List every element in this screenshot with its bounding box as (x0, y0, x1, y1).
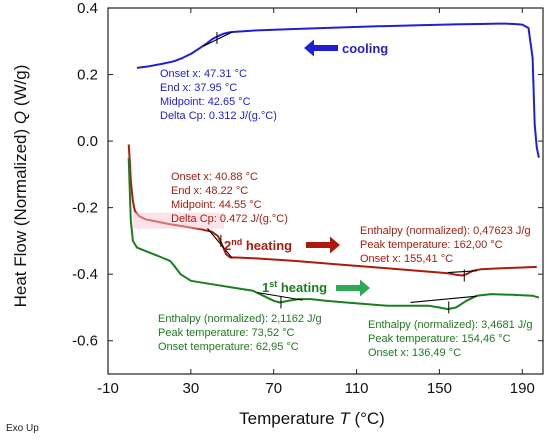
y-tick-label: -0.4 (72, 266, 98, 283)
annotation-line-first_low: Peak temperature: 73,52 °C (158, 327, 295, 339)
first-heating-label-number: 1 (262, 280, 269, 295)
first-heating-curve (127, 157, 540, 311)
y-axis-title: Heat Flow (Normalized) Q (W/g) (11, 65, 30, 308)
x-tick-label: -10 (97, 380, 119, 397)
y-axis-unit: (W/g) (11, 65, 30, 111)
annotation-line-second_tg: Onset x: 40.88 °C (171, 171, 258, 183)
x-axis-unit: (°C) (350, 409, 385, 428)
second-melt-baseline (447, 270, 477, 274)
second-heating-label-number: 2 (224, 238, 231, 253)
first-heating-label-ordinal: st (269, 279, 277, 289)
annotation-line-second_tg: Midpoint: 44.55 °C (171, 199, 262, 211)
second-tg-tangent (207, 227, 233, 259)
first-heating-label-word: heating (277, 280, 327, 295)
cooling-arrow (304, 39, 338, 57)
annotation-line-first_low: Onset temperature: 62,95 °C (158, 341, 299, 353)
x-tick-label: 30 (183, 380, 200, 397)
annotation-line-cooling: Onset x: 47.31 °C (160, 68, 247, 80)
axes: -10 30 70 110 150 190 0.4 0.2 0.0 -0.2 -0.4 -0.6 (72, 0, 544, 397)
annotation-line-first_high: Onset x: 136,49 °C (368, 347, 461, 359)
x-axis-title: Temperature T (°C) (239, 409, 385, 428)
y-axis-symbol: Q (11, 111, 30, 124)
x-tick-label: 110 (345, 380, 369, 397)
y-tick-label: 0.0 (77, 133, 98, 150)
annotation-line-first_high: Peak temperature: 154,46 °C (368, 333, 511, 345)
first-low-baseline (257, 291, 303, 301)
first-heating-arrow (336, 279, 370, 297)
annotation-line-second_tg: End x: 48.22 °C (171, 185, 248, 197)
highlight-band (132, 212, 224, 229)
plot-frame (107, 7, 544, 375)
cooling-label: cooling (342, 41, 388, 56)
second-heating-arrow (306, 236, 340, 254)
x-axis-title-text: Temperature (239, 409, 339, 428)
second-heating-label-word: heating (242, 238, 292, 253)
y-tick-label: 0.4 (77, 0, 98, 17)
annotation-line-second_tg: Delta Cp: 0.472 J/(g.°C) (171, 213, 288, 225)
annotation-line-second_melt: Onset x: 155,41 °C (360, 253, 453, 265)
exo-up-note: Exo Up (6, 423, 39, 434)
y-tick-label: -0.6 (72, 333, 98, 350)
plot-area (127, 22, 540, 314)
annotations: Onset x: 47.31 °C End x: 37.95 °C Midpoint… (158, 39, 532, 359)
cooling-curve (136, 22, 540, 158)
y-axis-title-text: Heat Flow (Normalized) (11, 124, 30, 307)
annotation-line-cooling: Delta Cp: 0.312 J/(g.°C) (160, 110, 277, 122)
x-tick-label: 190 (510, 380, 535, 397)
annotation-line-first_low: Enthalpy (normalized): 2,1162 J/g (158, 313, 322, 325)
second-heating-label-ordinal: nd (231, 237, 242, 247)
first-high-baseline (410, 295, 477, 304)
first-heating-label: 1st heating (262, 279, 327, 295)
annotation-line-second_melt: Peak temperature: 162,00 °C (360, 239, 503, 251)
annotation-line-cooling: Midpoint: 42.65 °C (160, 96, 251, 108)
x-tick-label: 150 (427, 380, 452, 397)
annotation-line-cooling: End x: 37.95 °C (160, 82, 237, 94)
x-tick-label: 70 (265, 380, 282, 397)
x-axis-symbol: T (339, 409, 351, 428)
second-heating-label: 2nd heating (224, 237, 292, 253)
y-tick-label: 0.2 (77, 67, 98, 84)
annotation-line-first_high: Enthalpy (normalized): 3,4681 J/g (368, 319, 532, 331)
y-tick-label: -0.2 (72, 200, 98, 217)
annotation-line-second_melt: Enthalpy (normalized): 0,47623 J/g (360, 225, 531, 237)
cooling-tg-tangent (203, 31, 233, 47)
